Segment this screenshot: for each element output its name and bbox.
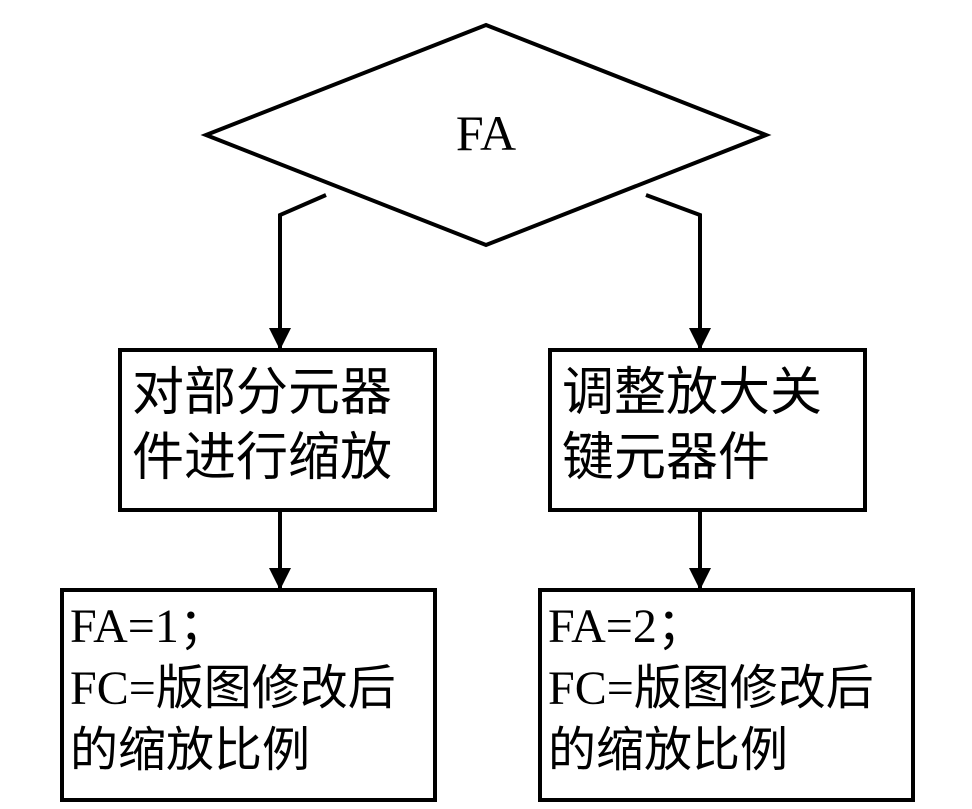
process-scale-partial: 对部分元器件进行缩放 <box>120 350 435 510</box>
result-fa2-line: 的缩放比例 <box>548 724 788 777</box>
process-scale-partial-line: 件进行缩放 <box>132 430 392 487</box>
result-fa1-line: FA=1； <box>70 600 227 653</box>
result-fa2-line: FC=版图修改后 <box>548 662 874 715</box>
process-enlarge-key-line: 调整放大关 <box>562 365 822 422</box>
process-enlarge-key-line: 键元器件 <box>562 430 770 487</box>
decision-fa-label: FA <box>456 105 516 161</box>
result-fa1-line: FC=版图修改后 <box>70 662 396 715</box>
process-scale-partial-line: 对部分元器 <box>132 365 392 422</box>
result-fa1-line: 的缩放比例 <box>70 724 310 777</box>
result-fa2-line: FA=2； <box>548 600 705 653</box>
